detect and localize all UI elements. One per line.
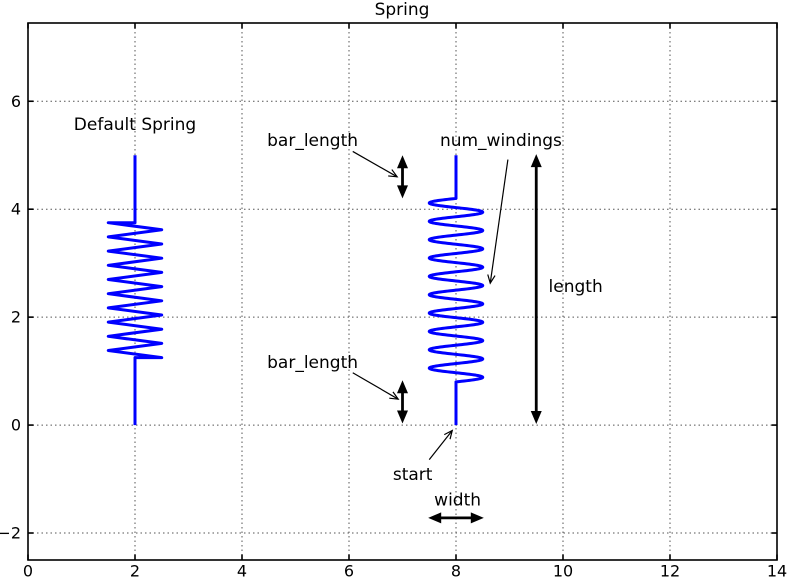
x-tick-label: 0 — [23, 562, 33, 577]
length-label: length — [549, 277, 603, 297]
default-spring-label: Default Spring — [74, 115, 196, 135]
bar-length-bottom-label-arrow — [352, 372, 399, 400]
axes-frame — [27, 22, 778, 561]
bar-length-top-arrow-head — [397, 155, 408, 169]
bar-length-top-label: bar_length — [267, 131, 358, 151]
x-tick-label: 2 — [130, 562, 140, 577]
x-tick-label: 4 — [237, 562, 247, 577]
bar-length-bottom-label-arrowhead — [389, 391, 400, 400]
x-tick-label: 6 — [344, 562, 354, 577]
y-tick-label: −2 — [0, 524, 21, 543]
num-windings-label-arrowhead — [487, 274, 496, 285]
bar-length-top-label-arrowhead — [388, 169, 399, 178]
x-tick-label: 10 — [553, 562, 573, 577]
y-tick-label: 4 — [11, 200, 21, 219]
bar-length-bottom-label: bar_length — [267, 353, 358, 373]
start-label: start — [393, 465, 433, 485]
bar-length-top-arrow-head — [397, 185, 408, 199]
x-tick-label: 8 — [451, 562, 461, 577]
y-tick-label: 6 — [11, 92, 21, 111]
width-label: width — [434, 491, 481, 511]
y-tick-label: 0 — [11, 416, 21, 435]
start-label-arrow — [428, 430, 453, 460]
chart-title: Spring — [375, 0, 430, 20]
y-tick-label: 2 — [11, 308, 21, 327]
bar-length-bottom-arrow-head — [397, 410, 408, 424]
start-label-arrowhead — [444, 429, 454, 440]
num-windings-label: num_windings — [440, 131, 562, 151]
bar-length-bottom-arrow-head — [397, 380, 408, 394]
length-arrow-head — [530, 154, 542, 168]
x-tick-label: 12 — [660, 562, 680, 577]
num-windings-label-arrow — [489, 159, 509, 284]
width-arrow-head — [470, 512, 484, 524]
width-arrow-head — [428, 512, 442, 524]
default-spring — [106, 155, 164, 426]
x-tick-label: 14 — [767, 562, 787, 577]
length-arrow-head — [530, 411, 542, 424]
bar-length-top-label-arrow — [352, 150, 398, 178]
custom-spring — [427, 155, 485, 426]
